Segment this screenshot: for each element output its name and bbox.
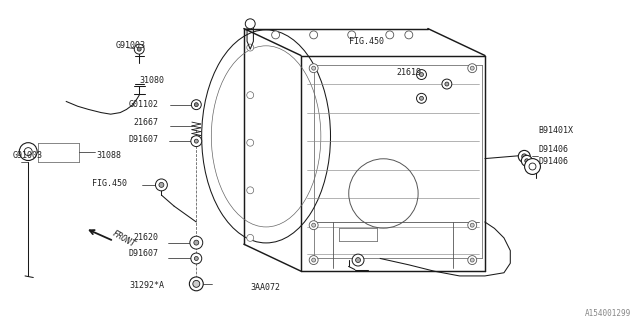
Circle shape bbox=[312, 223, 316, 227]
Text: D91607: D91607 bbox=[128, 135, 158, 144]
Text: 3AA072: 3AA072 bbox=[250, 283, 280, 292]
Circle shape bbox=[191, 100, 201, 110]
Text: G01102: G01102 bbox=[128, 100, 158, 109]
Circle shape bbox=[159, 182, 164, 188]
Circle shape bbox=[134, 44, 144, 54]
Circle shape bbox=[468, 221, 477, 230]
Text: D91406: D91406 bbox=[539, 157, 569, 166]
Circle shape bbox=[191, 136, 202, 147]
Circle shape bbox=[348, 31, 356, 39]
Text: 31080: 31080 bbox=[140, 76, 164, 85]
Circle shape bbox=[312, 66, 316, 70]
Circle shape bbox=[356, 258, 360, 262]
Text: 31292*A: 31292*A bbox=[129, 281, 164, 290]
Circle shape bbox=[271, 31, 280, 39]
Text: 31088: 31088 bbox=[97, 151, 122, 160]
Circle shape bbox=[24, 148, 32, 156]
Circle shape bbox=[247, 139, 253, 146]
Circle shape bbox=[445, 82, 449, 86]
Circle shape bbox=[417, 93, 426, 103]
Circle shape bbox=[442, 79, 452, 89]
Circle shape bbox=[405, 31, 413, 39]
Circle shape bbox=[529, 163, 536, 170]
Text: G91003: G91003 bbox=[116, 42, 146, 51]
Circle shape bbox=[247, 92, 253, 99]
Circle shape bbox=[189, 277, 204, 291]
Circle shape bbox=[419, 96, 424, 100]
Circle shape bbox=[309, 221, 318, 230]
Circle shape bbox=[247, 187, 253, 194]
Circle shape bbox=[312, 258, 316, 262]
Circle shape bbox=[470, 258, 474, 262]
Text: 21667: 21667 bbox=[133, 118, 158, 127]
Circle shape bbox=[310, 31, 317, 39]
Circle shape bbox=[417, 69, 426, 79]
Circle shape bbox=[195, 103, 198, 107]
Circle shape bbox=[468, 64, 477, 73]
Circle shape bbox=[470, 66, 474, 70]
Text: FRONT: FRONT bbox=[111, 229, 137, 250]
Circle shape bbox=[419, 73, 424, 76]
Circle shape bbox=[309, 64, 318, 73]
Circle shape bbox=[352, 254, 364, 266]
Circle shape bbox=[195, 139, 198, 143]
Circle shape bbox=[245, 19, 255, 29]
Circle shape bbox=[19, 143, 37, 161]
Circle shape bbox=[522, 155, 532, 166]
Circle shape bbox=[518, 150, 530, 162]
Circle shape bbox=[137, 47, 141, 51]
Circle shape bbox=[525, 159, 529, 163]
Text: FIG.450: FIG.450 bbox=[349, 37, 383, 46]
Circle shape bbox=[522, 154, 527, 159]
Circle shape bbox=[193, 280, 200, 287]
Text: B91401X: B91401X bbox=[539, 125, 574, 134]
Circle shape bbox=[525, 159, 540, 174]
Circle shape bbox=[309, 256, 318, 265]
Text: D91607: D91607 bbox=[128, 249, 158, 258]
Circle shape bbox=[247, 44, 253, 51]
Text: 21619: 21619 bbox=[396, 68, 421, 77]
Circle shape bbox=[190, 236, 203, 249]
Circle shape bbox=[468, 256, 477, 265]
Circle shape bbox=[156, 179, 168, 191]
Circle shape bbox=[470, 223, 474, 227]
Text: G91003: G91003 bbox=[12, 151, 42, 160]
Circle shape bbox=[247, 235, 253, 241]
Circle shape bbox=[195, 257, 198, 260]
Circle shape bbox=[194, 240, 199, 245]
Text: FIG.450: FIG.450 bbox=[92, 180, 127, 188]
Text: D91406: D91406 bbox=[539, 145, 569, 154]
Text: 21620: 21620 bbox=[133, 233, 158, 242]
Text: A154001299: A154001299 bbox=[584, 309, 631, 318]
Circle shape bbox=[386, 31, 394, 39]
Circle shape bbox=[191, 253, 202, 264]
